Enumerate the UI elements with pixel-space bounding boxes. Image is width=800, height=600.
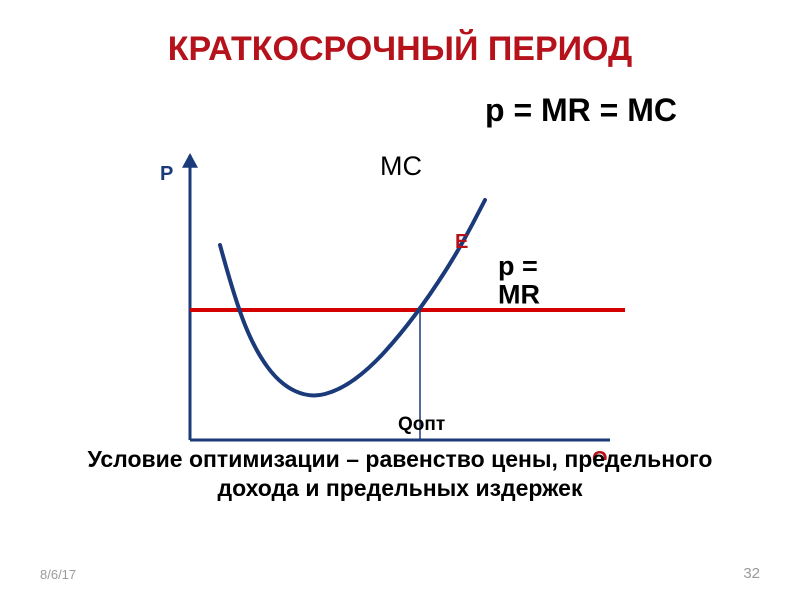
p-axis-label: P [160,163,173,185]
y-axis-arrow [182,153,198,168]
mc-label: MC [380,151,422,181]
mr-label-line2: MR [498,279,540,309]
mc-curve [220,200,485,395]
slide-title: КРАТКОСРОЧНЫЙ ПЕРИОД [0,30,800,69]
optimization-caption: Условие оптимизации – равенство цены, пр… [80,445,720,503]
footer-date: 8/6/17 [40,567,76,582]
equilibrium-equation: p = MR = MC [485,92,677,129]
e-point-label: E [455,231,468,253]
short-run-chart: PQp =MRMCEQопт [150,140,650,460]
mr-label-line1: p = [498,251,538,281]
q-opt-label: Qопт [398,414,445,435]
footer-page-number: 32 [743,565,760,582]
